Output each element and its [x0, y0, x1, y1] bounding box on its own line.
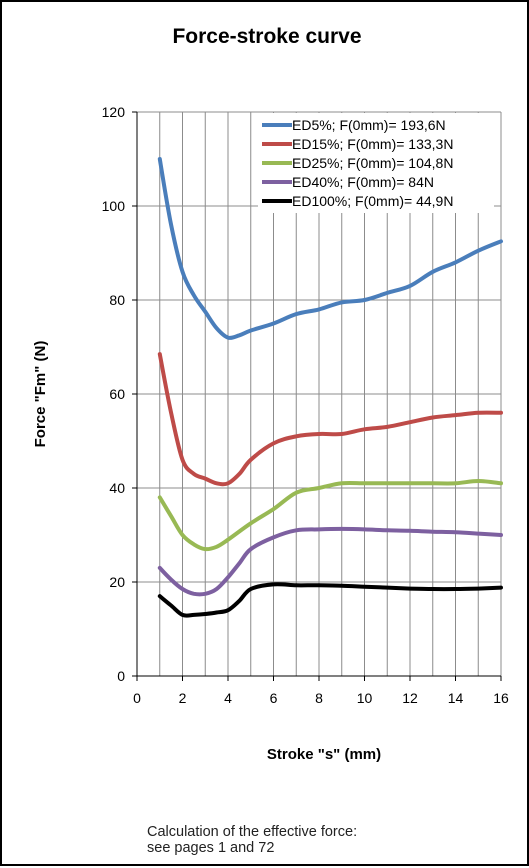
x-tick-label: 14: [448, 690, 464, 706]
y-tick-label: 80: [109, 292, 125, 308]
footnote-line-1: Calculation of the effective force:: [147, 824, 358, 840]
y-tick-label: 20: [109, 574, 125, 590]
footnote: Calculation of the effective force: see …: [147, 824, 447, 856]
footnote-line-2: see pages 1 and 72: [147, 840, 275, 856]
series-line-3: [157, 479, 503, 552]
chart-title: Force-stroke curve: [172, 25, 361, 48]
legend-label-5: ED100%; F(0mm)= 44,9N: [292, 193, 453, 209]
tick-labels: 0 20 40 60 80 100 120 0 2 4 6 8 10 12 14 16: [102, 104, 509, 706]
series-line-5: [157, 582, 503, 618]
series-lines: [157, 157, 503, 618]
y-tick-label: 0: [117, 668, 125, 684]
x-tick-label: 16: [493, 690, 509, 706]
legend-background: [258, 113, 494, 213]
series-line-2: [157, 352, 503, 487]
legend-label-3: ED25%; F(0mm)= 104,8N: [292, 155, 453, 171]
y-axis-title: Force "Fm" (N): [32, 341, 49, 448]
y-tick-label: 60: [109, 386, 125, 402]
x-tick-label: 6: [270, 690, 278, 706]
y-tick-label: 100: [102, 198, 126, 214]
y-tick-label: 120: [102, 104, 126, 120]
x-axis-title: Stroke "s" (mm): [267, 746, 381, 763]
legend: ED5%; F(0mm)= 193,6N ED15%; F(0mm)= 133,3…: [258, 113, 494, 213]
x-tick-label: 2: [179, 690, 187, 706]
axes: [132, 111, 502, 681]
x-tick-label: 12: [402, 690, 418, 706]
x-tick-label: 10: [357, 690, 373, 706]
legend-label-4: ED40%; F(0mm)= 84N: [292, 174, 434, 190]
x-tick-label: 8: [315, 690, 323, 706]
x-tick-label: 4: [224, 690, 232, 706]
series-line-1: [157, 157, 503, 340]
x-tick-label: 0: [133, 690, 141, 706]
legend-label-1: ED5%; F(0mm)= 193,6N: [292, 117, 446, 133]
legend-label-2: ED15%; F(0mm)= 133,3N: [292, 136, 453, 152]
y-tick-label: 40: [109, 480, 125, 496]
series-line-4: [157, 526, 503, 597]
